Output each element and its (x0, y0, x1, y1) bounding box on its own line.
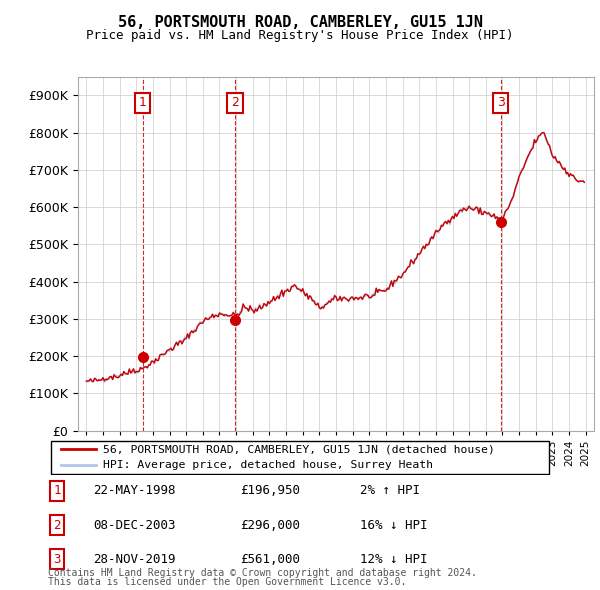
Text: 08-DEC-2003: 08-DEC-2003 (93, 519, 176, 532)
Text: 3: 3 (53, 553, 61, 566)
FancyBboxPatch shape (50, 441, 550, 474)
Text: HPI: Average price, detached house, Surrey Heath: HPI: Average price, detached house, Surr… (103, 460, 433, 470)
Text: £296,000: £296,000 (240, 519, 300, 532)
Text: 56, PORTSMOUTH ROAD, CAMBERLEY, GU15 1JN: 56, PORTSMOUTH ROAD, CAMBERLEY, GU15 1JN (118, 15, 482, 30)
Text: Contains HM Land Registry data © Crown copyright and database right 2024.: Contains HM Land Registry data © Crown c… (48, 568, 477, 578)
Text: 56, PORTSMOUTH ROAD, CAMBERLEY, GU15 1JN (detached house): 56, PORTSMOUTH ROAD, CAMBERLEY, GU15 1JN… (103, 444, 496, 454)
Text: 28-NOV-2019: 28-NOV-2019 (93, 553, 176, 566)
Text: 1: 1 (53, 484, 61, 497)
Text: 16% ↓ HPI: 16% ↓ HPI (360, 519, 427, 532)
Text: 1: 1 (139, 96, 146, 109)
Text: £196,950: £196,950 (240, 484, 300, 497)
Text: Price paid vs. HM Land Registry's House Price Index (HPI): Price paid vs. HM Land Registry's House … (86, 30, 514, 42)
Text: 22-MAY-1998: 22-MAY-1998 (93, 484, 176, 497)
Text: 12% ↓ HPI: 12% ↓ HPI (360, 553, 427, 566)
Text: 3: 3 (497, 96, 505, 109)
Text: 2% ↑ HPI: 2% ↑ HPI (360, 484, 420, 497)
Text: 2: 2 (53, 519, 61, 532)
Text: 2: 2 (231, 96, 239, 109)
Text: £561,000: £561,000 (240, 553, 300, 566)
Text: This data is licensed under the Open Government Licence v3.0.: This data is licensed under the Open Gov… (48, 577, 406, 587)
